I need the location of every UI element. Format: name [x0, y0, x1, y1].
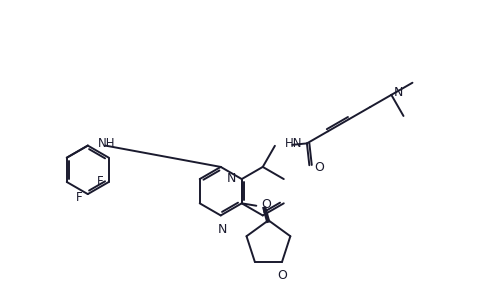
Text: NH: NH [98, 137, 115, 150]
Text: O: O [261, 198, 271, 211]
Text: HN: HN [285, 137, 302, 150]
Text: O: O [277, 269, 287, 282]
Text: F: F [76, 190, 83, 203]
Text: N: N [218, 223, 227, 236]
Text: F: F [98, 175, 104, 188]
Text: N: N [226, 171, 236, 185]
Text: N: N [393, 86, 403, 99]
Text: O: O [314, 161, 324, 174]
